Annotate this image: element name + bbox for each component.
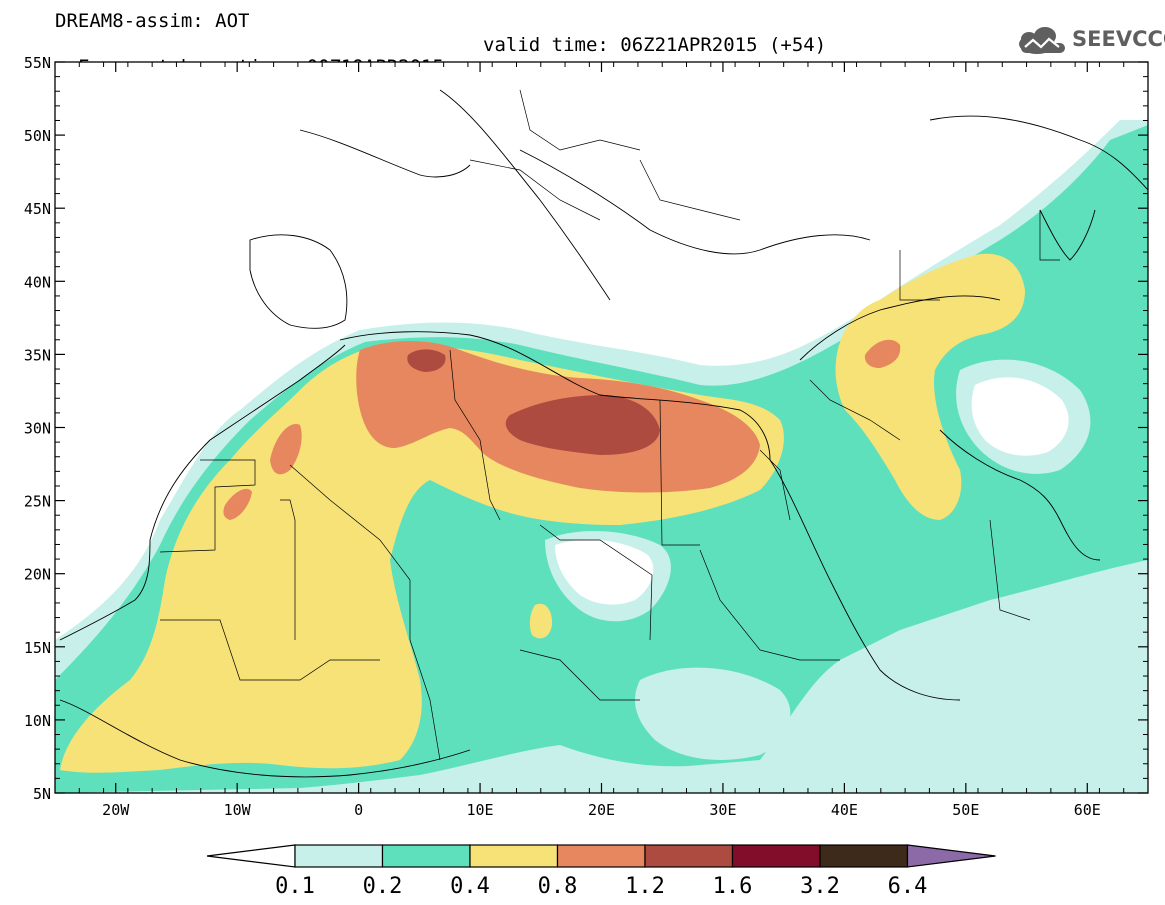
- lat-tick-label: 5N: [33, 785, 51, 803]
- lat-tick-label: 15N: [24, 639, 51, 657]
- colorbar-level-label: 1.6: [713, 874, 753, 899]
- lon-tick-label: 50E: [952, 801, 979, 819]
- aot-clear-libya: [555, 539, 654, 605]
- lon-tick-label: 10W: [224, 801, 252, 819]
- coastlines: [59, 89, 1148, 778]
- lon-tick-label: 20W: [102, 801, 130, 819]
- aot-band-1.2-north: [407, 349, 446, 372]
- latitude-axis: 5N 10N 15N 20N 25N 30N 35N 40N 45N 50N 55N: [24, 54, 1148, 803]
- lat-tick-label: 10N: [24, 712, 51, 730]
- aot-band-0.8-west2: [223, 488, 252, 520]
- colorbar-box: [819, 844, 909, 868]
- lat-tick-label: 35N: [24, 346, 51, 364]
- aot-clear-gulf: [971, 377, 1069, 456]
- colorbar-level-label: 1.2: [625, 874, 665, 899]
- colorbar-box: [731, 844, 821, 868]
- lat-tick-label: 30N: [24, 420, 51, 438]
- colorbar-boxes: [206, 844, 996, 868]
- colorbar-level-label: 6.4: [888, 874, 928, 899]
- lon-tick-label: 20E: [588, 801, 615, 819]
- lat-tick-label: 40N: [24, 273, 51, 291]
- lon-tick-label: 40E: [831, 801, 858, 819]
- lat-tick-label: 20N: [24, 566, 51, 584]
- colorbar-box: [381, 844, 471, 868]
- lon-tick-label: 0: [354, 801, 363, 819]
- colorbar-level-label: 0.8: [538, 874, 578, 899]
- lon-tick-label: 30E: [709, 801, 736, 819]
- lon-tick-label: 10E: [467, 801, 494, 819]
- colorbar-box: [644, 844, 734, 868]
- colorbar-level-label: 0.4: [450, 874, 490, 899]
- aot-band-0.4-arabia: [835, 253, 1025, 521]
- aot-band-0.8-iraq: [864, 339, 901, 368]
- aot-band-0.4-spot: [529, 603, 553, 639]
- map-title: DREAM8-assim: AOT: [55, 10, 250, 32]
- aot-band-1.2: [505, 395, 660, 455]
- lat-tick-label: 25N: [24, 493, 51, 511]
- colorbar-box: [556, 844, 646, 868]
- colorbar-level-label: 0.1: [275, 874, 315, 899]
- lat-tick-label: 55N: [24, 54, 51, 72]
- aot-map: 5N 10N 15N 20N 25N 30N 35N 40N 45N 50N 55N 20W 10W 0…: [24, 54, 1149, 819]
- colorbar-level-label: 0.2: [363, 874, 403, 899]
- aot-band-0.8-west: [270, 424, 302, 475]
- colorbar-box: [294, 844, 384, 868]
- colorbar-labels: 0.1 0.2 0.4 0.8 1.2 1.6 3.2 6.4: [275, 874, 927, 899]
- logo-text: SEEVCCC: [1072, 27, 1165, 51]
- country-borders: [159, 89, 1060, 761]
- colorbar-under-triangle: [206, 844, 296, 868]
- seevccc-logo: [1019, 27, 1065, 54]
- lon-tick-label: 60E: [1074, 801, 1101, 819]
- aot-light-patch-south: [635, 667, 791, 760]
- colorbar-box: [469, 844, 559, 868]
- valid-time-label: valid time: 06Z21APR2015 (+54): [483, 34, 827, 56]
- colorbar-level-label: 3.2: [800, 874, 840, 899]
- colorbar-over-triangle: [906, 844, 996, 868]
- longitude-axis: 20W 10W 0 10E 20E 30E 40E 50E 60E: [54, 62, 1149, 819]
- lat-tick-label: 50N: [24, 127, 51, 145]
- lat-tick-label: 45N: [24, 200, 51, 218]
